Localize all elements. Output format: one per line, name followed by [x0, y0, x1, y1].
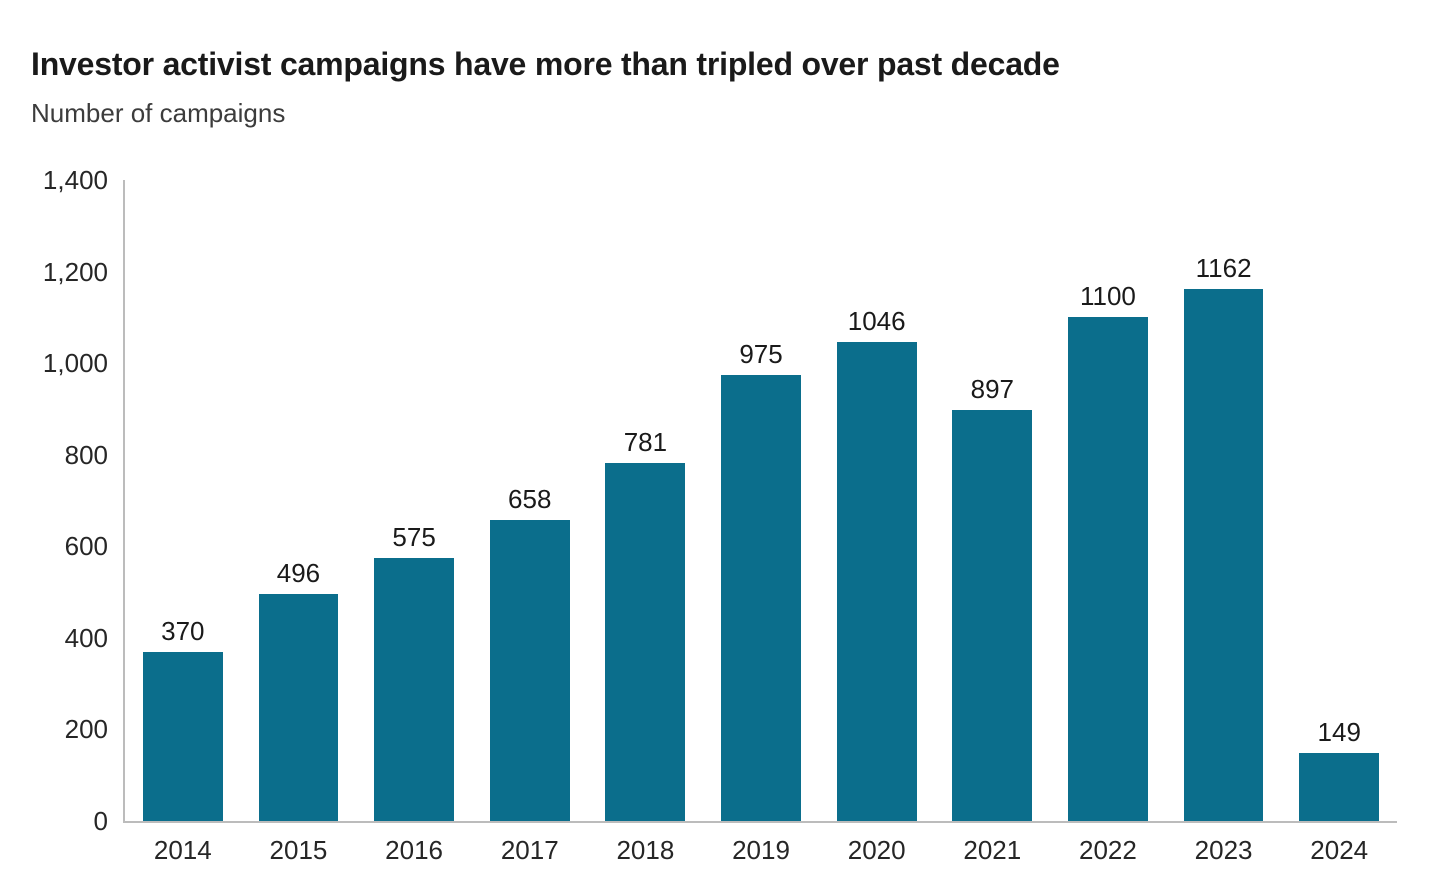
bar-2018	[605, 463, 686, 821]
x-tick-label-2023: 2023	[1194, 835, 1253, 865]
bar-value-2020: 1046	[847, 306, 906, 337]
chart-title: Investor activist campaigns have more th…	[31, 46, 1060, 82]
y-tick-label-1200: 1,200	[42, 256, 108, 287]
x-tick-label-2019: 2019	[732, 835, 790, 865]
bar-2020	[836, 342, 917, 821]
plot-area: 0 200 400 600 800 1,000 1,200 1,400 370 496 575 65…	[43, 167, 1397, 863]
bar-2022	[1068, 317, 1148, 821]
bar-2016	[374, 557, 454, 821]
y-tick-label-600: 600	[64, 531, 108, 562]
bar-column-2016: 575	[356, 180, 472, 821]
bar-column-2015: 496	[241, 180, 357, 821]
bars-container: 370 496 575 658 781 975 1046 897 1100 1162 149	[125, 180, 1397, 821]
x-tick-label-2022: 2022	[1079, 835, 1137, 865]
bar-2023	[1183, 288, 1264, 821]
bar-value-2022: 1100	[1079, 281, 1136, 312]
x-tick-label-2021: 2021	[963, 835, 1022, 865]
x-tick-label-2020: 2020	[847, 835, 906, 865]
bar-column-2018: 781	[588, 180, 704, 821]
x-tick-label-2024: 2024	[1310, 835, 1369, 865]
x-tick-label-2018: 2018	[616, 835, 675, 865]
x-tick-label-2015: 2015	[269, 835, 328, 865]
x-tick-label-2014: 2014	[153, 835, 212, 865]
bar-value-2023: 1162	[1195, 252, 1252, 283]
y-tick-label-0: 0	[93, 806, 108, 836]
bar-column-2014: 370	[125, 180, 241, 821]
x-tick-label-2017: 2017	[500, 835, 559, 865]
chart-subtitle: Number of campaigns	[31, 98, 286, 128]
bar-value-2016: 575	[392, 521, 436, 552]
bar-value-2021: 897	[970, 374, 1014, 405]
y-tick-label-800: 800	[64, 439, 108, 470]
x-tick-label-2016: 2016	[385, 835, 444, 865]
bar-column-2020: 1046	[819, 180, 935, 821]
y-tick-label-200: 200	[64, 714, 108, 745]
bar-2017	[489, 519, 570, 821]
bar-value-2014: 370	[161, 615, 205, 646]
y-tick-label-1400: 1,400	[42, 165, 108, 195]
y-tick-label-1000: 1,000	[42, 348, 108, 379]
bar-column-2024: 149	[1281, 180, 1397, 821]
bar-column-2017: 658	[472, 180, 588, 821]
bar-2021	[952, 410, 1033, 821]
bar-2015	[258, 593, 339, 821]
bar-column-2021: 897	[934, 180, 1050, 821]
x-axis-labels: 2014 2015 2016 2017 2018 2019 2020 2021 2022 2023…	[125, 837, 1397, 863]
bar-value-2015: 496	[276, 557, 321, 588]
y-tick-label-400: 400	[64, 622, 108, 653]
bar-2014	[142, 651, 223, 821]
bar-2024	[1299, 752, 1380, 821]
bar-value-2024: 149	[1317, 716, 1361, 747]
bar-column-2022: 1100	[1050, 180, 1166, 821]
bar-value-2018: 781	[623, 427, 668, 458]
bar-value-2017: 658	[508, 483, 552, 514]
bar-column-2019: 975	[703, 180, 819, 821]
bar-value-2019: 975	[739, 338, 783, 369]
bar-2019	[721, 374, 801, 821]
bar-column-2023: 1162	[1166, 180, 1282, 821]
